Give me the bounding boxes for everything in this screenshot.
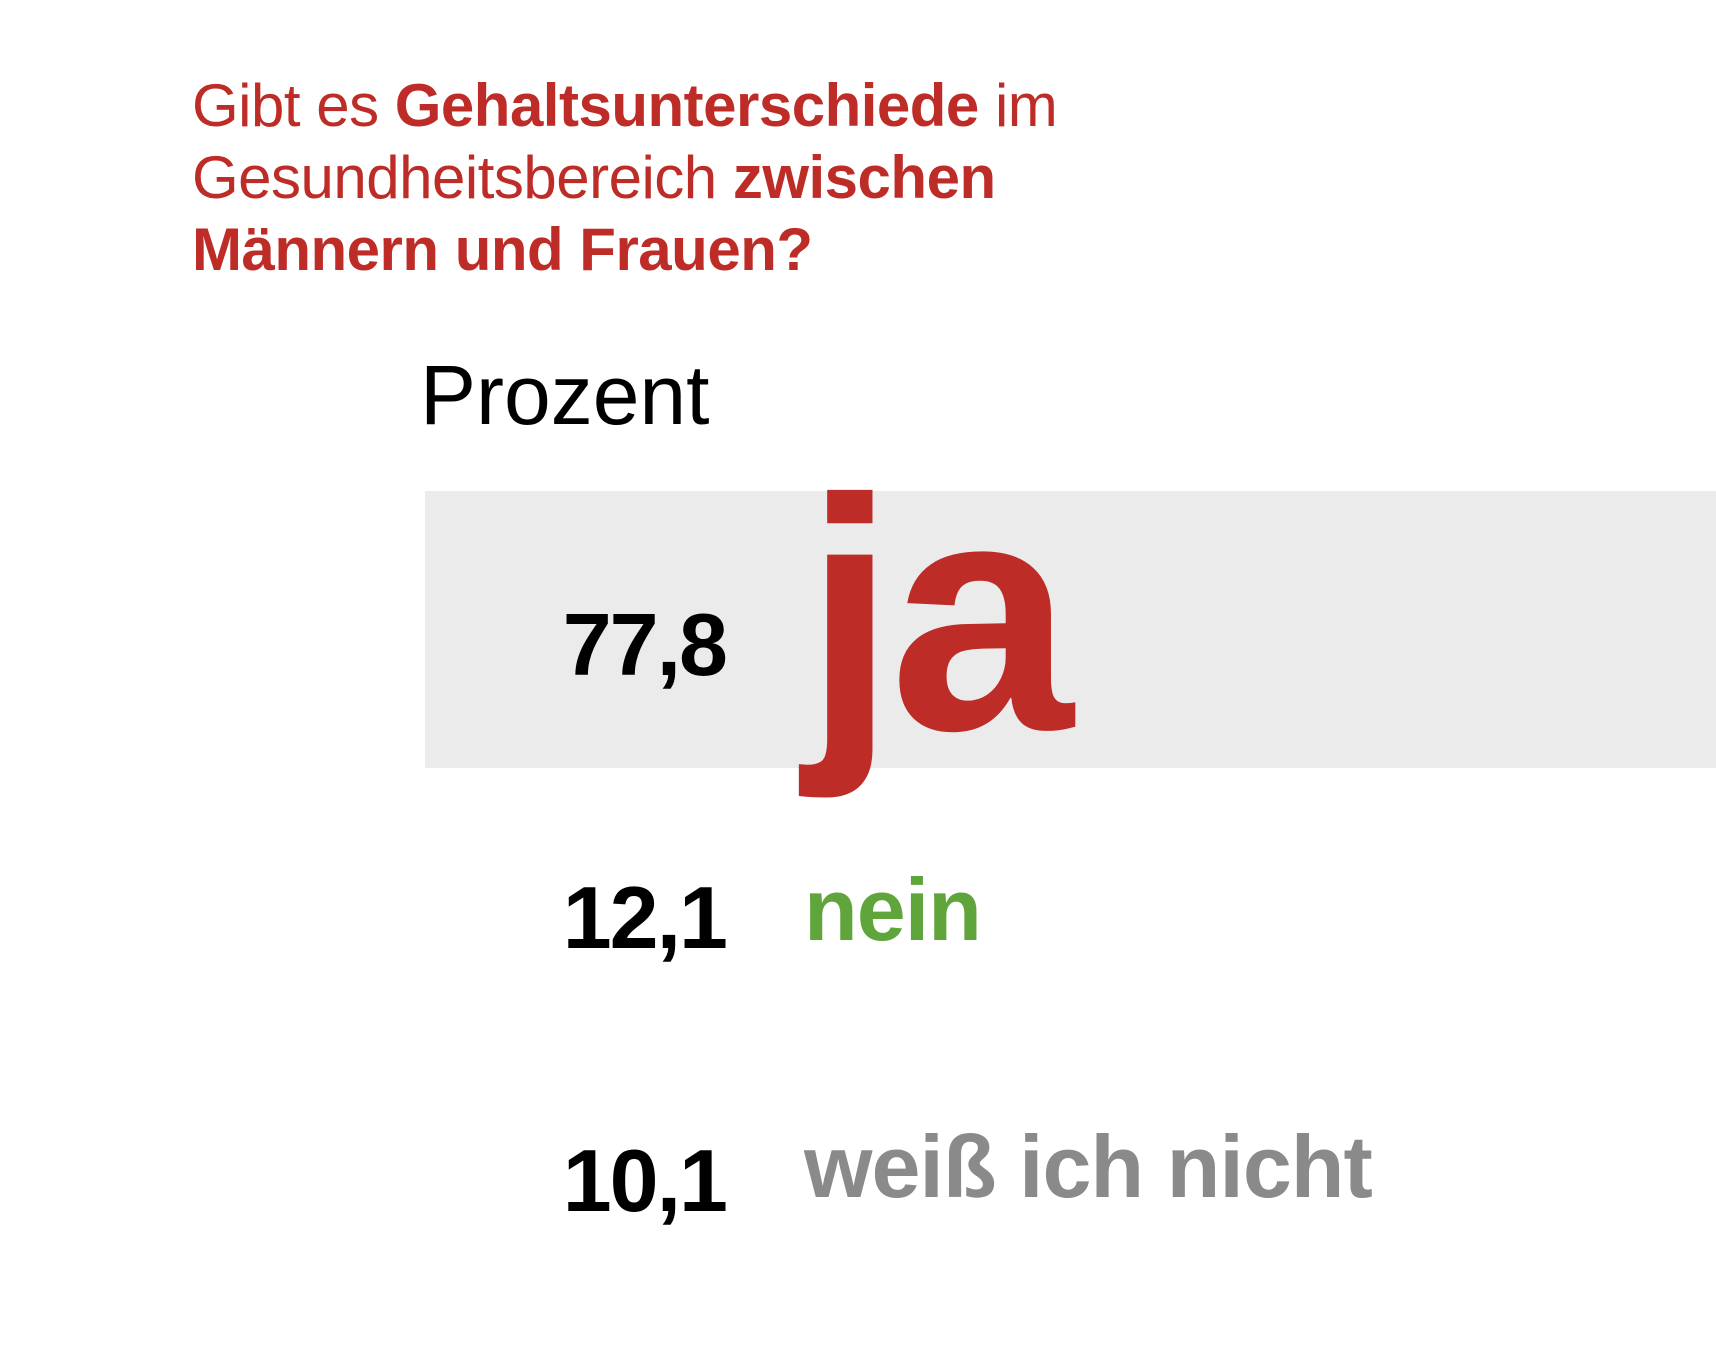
title-emphasis: zwischen <box>732 144 996 211</box>
title-line-2: Gesundheitsbereich zwischen <box>192 142 1292 214</box>
highlight-band <box>425 491 1716 768</box>
title-line-3: Männern und Frauen? <box>192 214 1292 286</box>
label-ja: ja <box>804 430 1073 799</box>
label-weiss-ich-nicht: weiß ich nicht <box>804 1117 1373 1216</box>
title-text: Gibt es <box>192 72 395 139</box>
value-nein: 12,1 <box>562 868 728 967</box>
value-ja: 77,8 <box>562 595 728 694</box>
title-emphasis: Gehaltsunterschiede <box>394 72 980 139</box>
title-emphasis: Männern und Frauen? <box>192 216 813 283</box>
title-line-1: Gibt es Gehaltsunterschiede im <box>192 70 1292 142</box>
unit-label: Prozent <box>420 348 710 442</box>
title-text: Gesundheitsbereich <box>192 144 733 211</box>
label-nein: nein <box>804 860 982 959</box>
chart-title: Gibt es Gehaltsunterschiede im Gesundhei… <box>192 70 1292 286</box>
value-weiss-ich-nicht: 10,1 <box>562 1131 728 1230</box>
title-text: im <box>978 72 1058 139</box>
